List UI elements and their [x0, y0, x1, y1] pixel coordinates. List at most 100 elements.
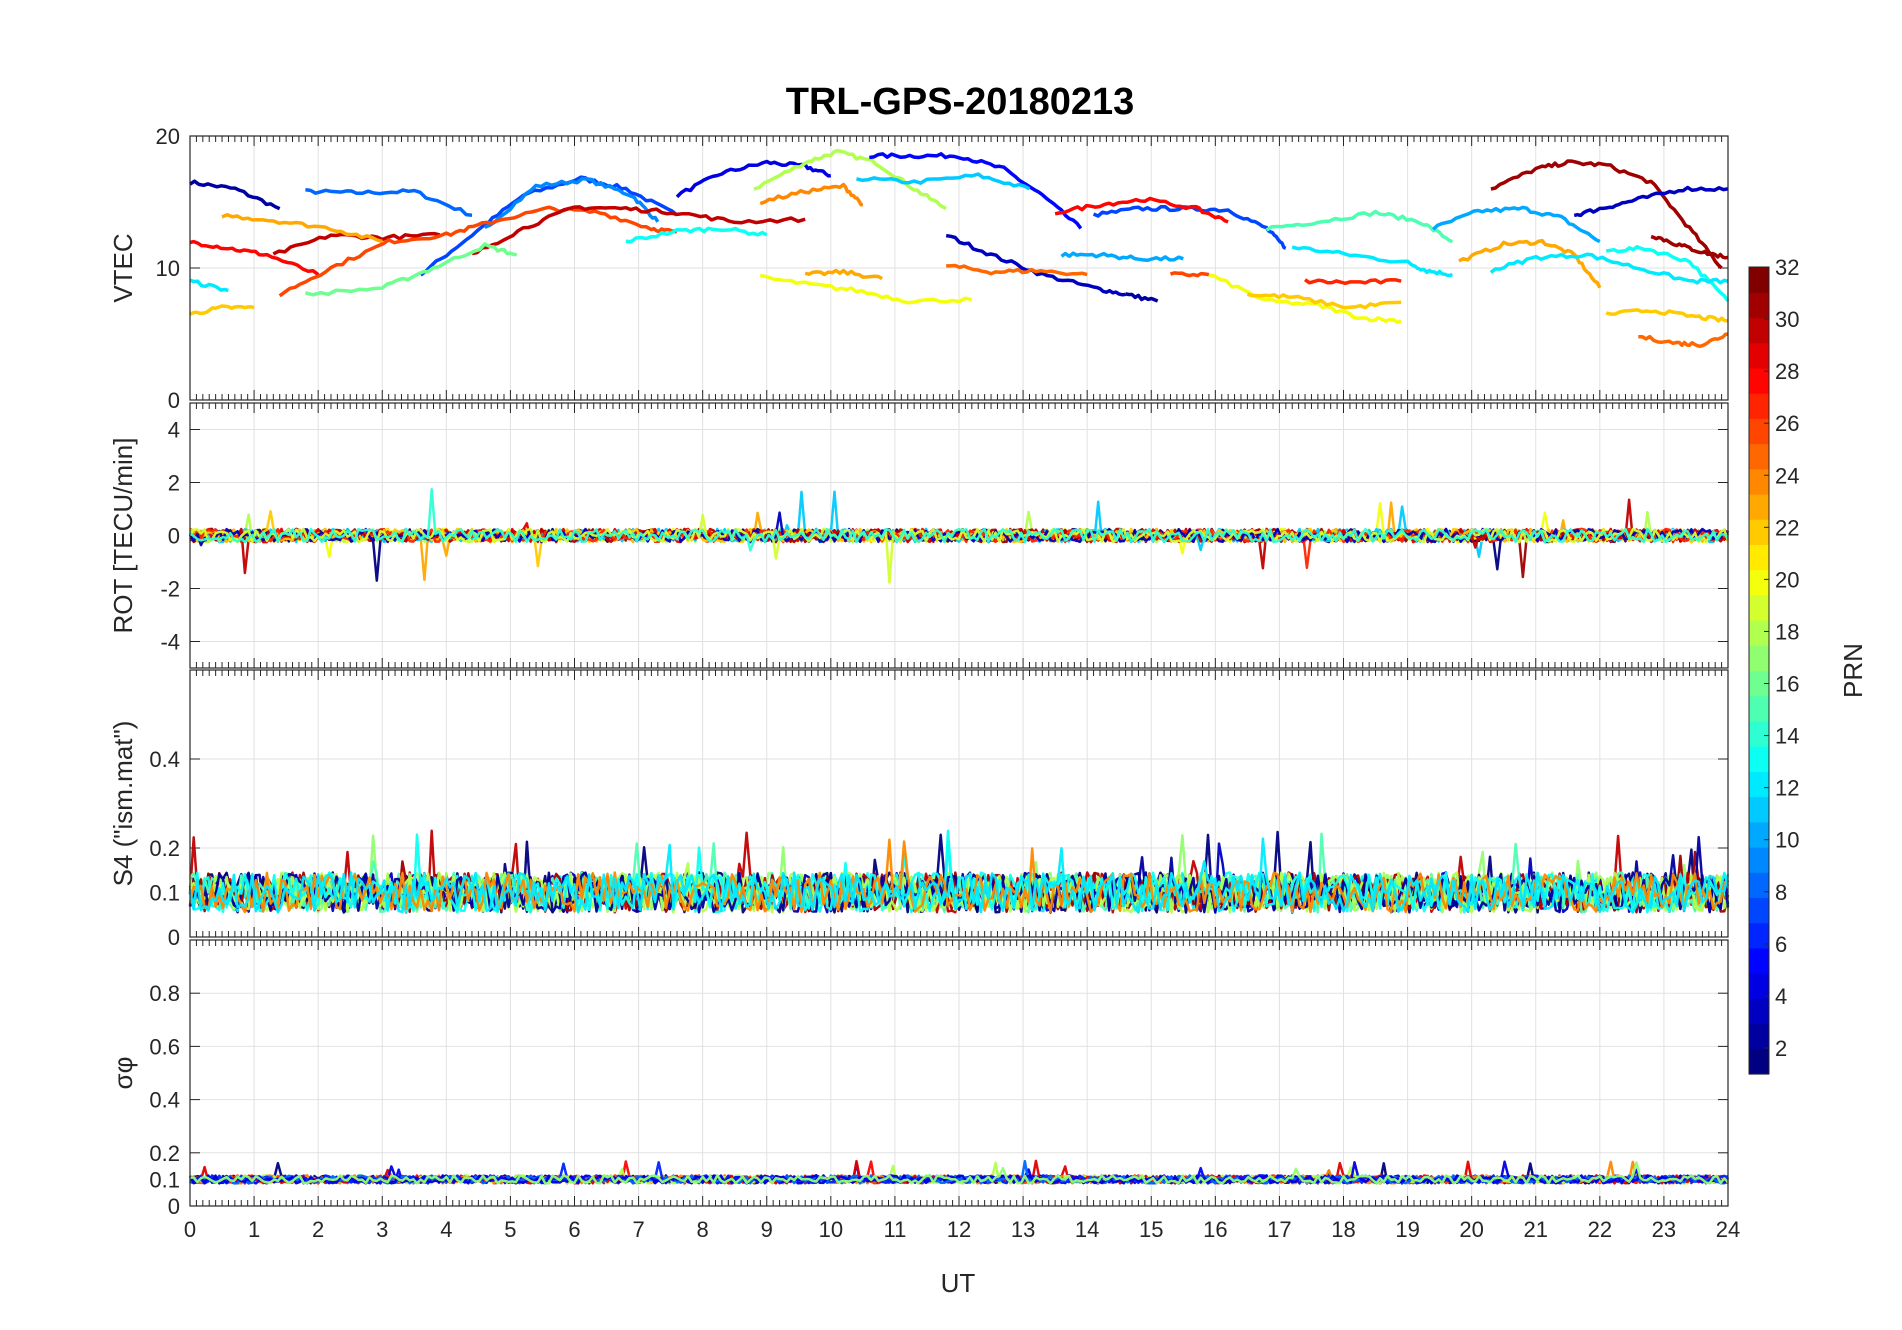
vtec-series-prn-20: [759, 273, 973, 305]
vtec-series-prn-15: [1265, 209, 1454, 244]
colorbar-bin: [1749, 872, 1769, 899]
y-tick-label: 0: [168, 1194, 180, 1219]
colorbar-bin: [1749, 670, 1769, 697]
vtec-series-prn-28: [189, 239, 320, 277]
x-tick-label: 10: [819, 1217, 843, 1242]
panel-frame: [189, 402, 1729, 669]
y-tick-label: 0.2: [149, 836, 180, 861]
colorbar-tick-label: 26: [1775, 411, 1799, 436]
colorbar-bin: [1749, 493, 1769, 520]
x-tick-label: 21: [1524, 1217, 1548, 1242]
colorbar-bin: [1749, 771, 1769, 798]
y-axis-label-vtec: VTEC: [108, 233, 138, 302]
colorbar-bin: [1749, 317, 1769, 344]
colorbar-bin: [1749, 847, 1769, 873]
sigma_phi-series-prn-8: [188, 1159, 1730, 1185]
colorbar-bin: [1749, 443, 1769, 470]
vtec-series-prn-18: [753, 148, 947, 211]
vtec-series-prn-2: [189, 179, 281, 211]
colorbar-tick-label: 6: [1775, 932, 1787, 957]
vtec-series-prn-22: [1246, 292, 1402, 310]
colorbar-bin: [1749, 796, 1769, 823]
x-tick-label: 15: [1139, 1217, 1163, 1242]
x-tick-label: 4: [440, 1217, 452, 1242]
x-tick-label: 13: [1011, 1217, 1035, 1242]
panel-frame: [189, 135, 1729, 401]
y-tick-label: 0.4: [149, 1088, 180, 1113]
vtec-series-prn-31: [1650, 234, 1729, 260]
x-tick-label: 16: [1203, 1217, 1227, 1242]
colorbar-bin: [1749, 594, 1769, 621]
x-tick-label: 9: [761, 1217, 773, 1242]
vtec-series-prn-3: [1573, 185, 1729, 218]
x-tick-label: 23: [1652, 1217, 1676, 1242]
colorbar-tick-label: 2: [1775, 1036, 1787, 1061]
colorbar-tick-label: 4: [1775, 984, 1787, 1009]
colorbar-tick-label: 8: [1775, 880, 1787, 905]
x-tick-label: 5: [504, 1217, 516, 1242]
x-tick-label: 22: [1588, 1217, 1612, 1242]
panel-rot: -4 -2 0 2 4 ROT [TECU/min]: [108, 402, 1730, 669]
colorbar-bin: [1749, 746, 1769, 772]
x-tick-label: 20: [1459, 1217, 1483, 1242]
y-tick-label: 0.1: [149, 1167, 180, 1192]
x-tick-label: 12: [947, 1217, 971, 1242]
x-tick-label: 24: [1716, 1217, 1740, 1242]
vtec-series-prn-11: [856, 172, 1031, 191]
panel-sigma_phi: 00.10.2 0.4 0.6 0.8 σφ: [108, 939, 1730, 1219]
panel-vtec: 0 10 20 VTEC: [108, 124, 1730, 413]
y-axis-label-sigma_phi: σφ: [108, 1057, 138, 1090]
y-tick-label: 0.4: [149, 747, 180, 772]
colorbar-bin: [1749, 922, 1769, 949]
panel-frame: [189, 939, 1729, 1207]
x-tick-label: 7: [632, 1217, 644, 1242]
colorbar-tick-label: 16: [1775, 672, 1799, 697]
panel-frame: [189, 669, 1729, 938]
vtec-series-prn-25: [946, 263, 1088, 277]
colorbar-tick-label: 28: [1775, 359, 1799, 384]
vtec-series-prn-23: [1458, 238, 1602, 289]
x-tick-label: 0: [184, 1217, 196, 1242]
rot-series-prn-19: [188, 513, 1730, 584]
colorbar-bin: [1749, 267, 1769, 293]
colorbar-tick-label: 10: [1775, 828, 1799, 853]
y-tick-label: 20: [156, 124, 180, 149]
vtec-series-prn-13: [625, 226, 768, 244]
y-tick-label: 0.6: [149, 1034, 180, 1059]
vtec-series-prn-4: [675, 159, 832, 199]
colorbar-frame: [1748, 266, 1770, 1075]
x-tick-label: 14: [1075, 1217, 1099, 1242]
x-axis-label: UT: [941, 1268, 976, 1298]
colorbar-bin: [1749, 393, 1769, 419]
colorbar-bin: [1749, 569, 1769, 596]
vtec-series-prn-28: [1054, 196, 1229, 224]
vtec-series-prn-27: [1304, 277, 1402, 286]
colorbar-tick-label: 24: [1775, 463, 1799, 488]
x-tick-label: 17: [1267, 1217, 1291, 1242]
x-tick-label: 6: [568, 1217, 580, 1242]
y-tick-label: 2: [168, 471, 180, 496]
colorbar-tick-label: 18: [1775, 619, 1799, 644]
x-tick-label: 11: [883, 1217, 906, 1242]
chart-title: TRL-GPS-20180213: [786, 81, 1135, 123]
x-tick-label: 1: [248, 1217, 260, 1242]
colorbar-tick-label: 30: [1775, 307, 1799, 332]
colorbar-tick-label: 20: [1775, 567, 1799, 592]
vtec-series-prn-9: [484, 176, 660, 229]
y-axis-label-rot: ROT [TECU/min]: [108, 438, 138, 634]
colorbar-bin: [1749, 897, 1769, 924]
colorbar-bin: [1749, 468, 1769, 495]
y-tick-label: 10: [156, 256, 180, 281]
vtec-series-prn-30: [471, 205, 806, 256]
rot-series-prn-14: [189, 487, 1729, 552]
vtec-series-prn-5: [869, 152, 1083, 230]
vtec-series-prn-8: [305, 188, 473, 217]
colorbar-bin: [1749, 1023, 1769, 1050]
colorbar-tick-label: 22: [1775, 515, 1799, 540]
y-tick-label: 0.1: [149, 881, 180, 906]
colorbar-bin: [1749, 645, 1769, 672]
x-tick-label: 8: [697, 1217, 709, 1242]
vtec-series-prn-2: [1125, 292, 1159, 303]
